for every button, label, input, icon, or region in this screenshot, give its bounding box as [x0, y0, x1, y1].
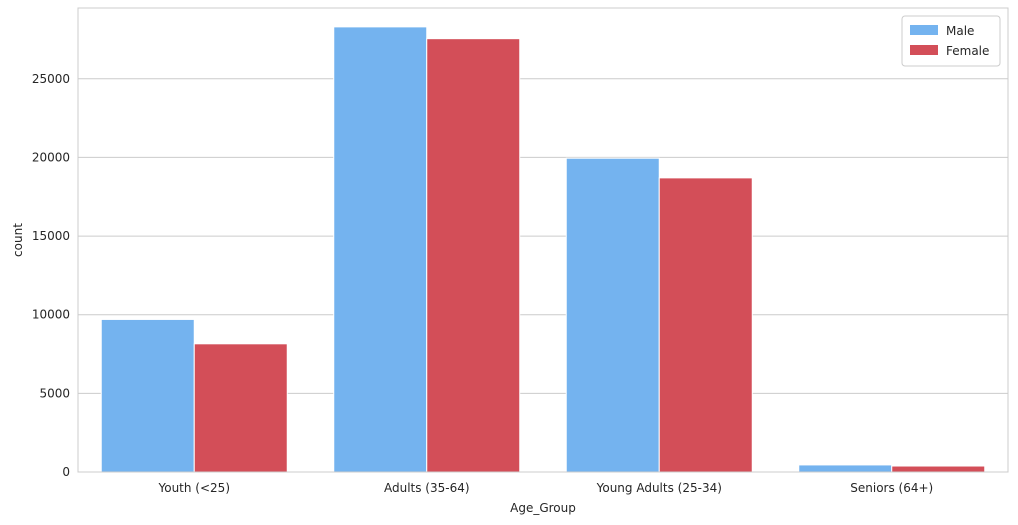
- bars: [100, 26, 986, 473]
- y-tick-label: 5000: [39, 386, 70, 400]
- x-tick-label: Young Adults (25-34): [596, 481, 722, 495]
- y-tick-label: 25000: [32, 72, 70, 86]
- bar-female: [891, 465, 986, 473]
- y-tick-label: 15000: [32, 229, 70, 243]
- x-tick-label: Seniors (64+): [850, 481, 933, 495]
- bar-female: [658, 177, 753, 473]
- bar-male: [565, 157, 660, 473]
- x-tick-label: Adults (35-64): [384, 481, 470, 495]
- plot-frame: [77, 7, 1009, 473]
- x-tick-labels: Youth (<25) Adults (35-64) Young Adults (2…: [158, 481, 934, 495]
- x-tick-label: Youth (<25): [158, 481, 231, 495]
- y-axis-label: count: [11, 223, 25, 257]
- bar-male: [100, 318, 195, 473]
- legend-label: Male: [946, 24, 974, 38]
- bar-male: [798, 464, 893, 473]
- y-tick-label: 0: [62, 465, 70, 479]
- bar-male: [333, 26, 428, 473]
- legend-swatch: [910, 25, 938, 35]
- legend-swatch: [910, 45, 938, 55]
- legend: Male Female: [901, 15, 1001, 67]
- bar-female: [193, 343, 288, 473]
- legend-label: Female: [946, 44, 989, 58]
- y-tick-label: 10000: [32, 308, 70, 322]
- y-tick-labels: 0 5000 10000 15000 20000 25000: [32, 72, 70, 479]
- x-axis-label: Age_Group: [510, 501, 576, 515]
- y-tick-label: 20000: [32, 150, 70, 164]
- bar-female: [426, 38, 521, 473]
